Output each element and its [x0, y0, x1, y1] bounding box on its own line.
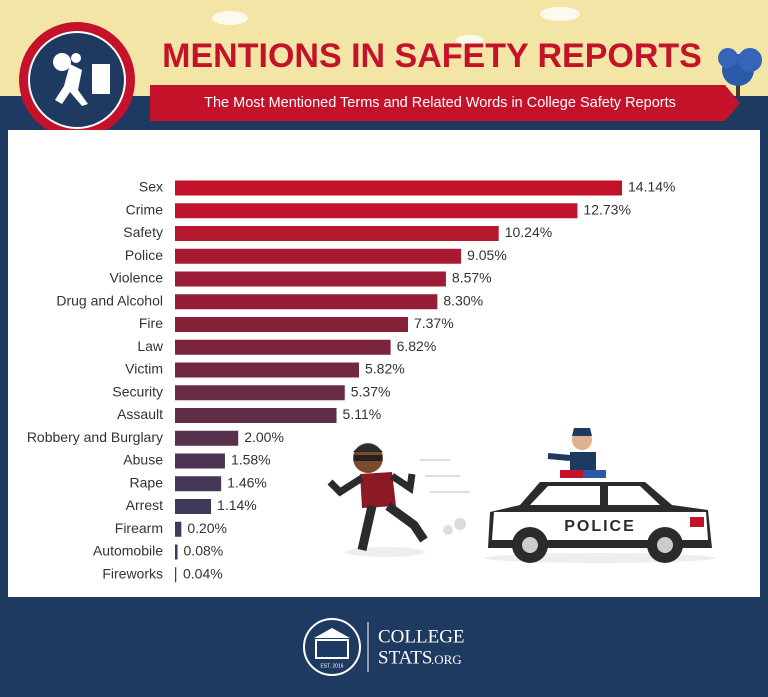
bar [175, 248, 462, 264]
value-label: 8.57% [452, 270, 492, 286]
value-label: 0.08% [184, 543, 224, 559]
bar [175, 453, 225, 469]
category-label: Victim [125, 361, 163, 377]
clouds [212, 7, 580, 45]
category-label: Sex [139, 179, 163, 195]
value-label: 1.46% [227, 474, 267, 490]
category-label: Violence [110, 270, 164, 286]
category-label: Robbery and Burglary [27, 429, 163, 445]
category-label: Fire [139, 315, 163, 331]
value-label: 10.24% [505, 224, 552, 240]
brand-bottom: STATS [378, 647, 432, 668]
bar [175, 408, 337, 423]
category-label: Law [137, 338, 164, 354]
bar-chart: Sex 14.14% Crime 12.73% Safety 10.24% Police 9.… [27, 179, 675, 583]
bar [175, 339, 391, 355]
bar [175, 521, 182, 537]
category-label: Crime [126, 201, 164, 217]
category-label: Fireworks [102, 565, 163, 581]
category-label: Rape [130, 474, 164, 490]
category-label: Police [125, 247, 163, 263]
badge-icon [53, 53, 110, 106]
bar [175, 430, 239, 446]
bar [175, 499, 212, 514]
bar [175, 203, 578, 219]
value-label: 14.14% [628, 179, 675, 195]
value-label: 6.82% [397, 338, 437, 354]
bar [175, 362, 359, 378]
footer-logo: EST. 2016 COLLEGE STATS .ORG [303, 618, 465, 676]
bar [175, 317, 408, 332]
bar [175, 180, 622, 196]
value-label: 5.82% [365, 361, 405, 377]
subtitle: The Most Mentioned Terms and Related Wor… [204, 95, 676, 111]
category-label: Assault [117, 406, 163, 422]
value-label: 2.00% [244, 429, 284, 445]
title: MENTIONS IN SAFETY REPORTS [162, 37, 702, 75]
bar [175, 271, 446, 287]
category-label: Security [112, 383, 163, 399]
brand-suffix: .ORG [431, 652, 462, 667]
category-label: Safety [123, 224, 163, 240]
value-label: 5.37% [351, 383, 391, 399]
brand-top: COLLEGE [378, 626, 465, 647]
police-car: POLICE [485, 428, 715, 563]
category-label: Firearm [115, 520, 163, 536]
category-label: Drug and Alcohol [56, 292, 163, 308]
value-label: 7.37% [414, 315, 454, 331]
value-label: 0.20% [187, 520, 227, 536]
trees [718, 48, 762, 96]
bar [175, 567, 177, 583]
value-label: 12.73% [583, 201, 630, 217]
car-label: POLICE [564, 518, 636, 535]
category-label: Arrest [126, 497, 163, 513]
bar [175, 226, 499, 241]
thief [327, 443, 470, 557]
value-label: 5.11% [343, 406, 382, 422]
bar [175, 544, 178, 560]
bar [175, 385, 345, 401]
value-label: 1.58% [231, 452, 271, 468]
bar [175, 476, 222, 492]
bar [175, 294, 438, 310]
value-label: 1.14% [217, 497, 257, 513]
category-label: Abuse [123, 452, 163, 468]
seal-text: EST. 2016 [320, 663, 343, 669]
value-label: 8.30% [443, 292, 483, 308]
value-label: 0.04% [183, 565, 223, 581]
value-label: 9.05% [467, 247, 507, 263]
category-label: Automobile [93, 543, 163, 559]
subtitle-ribbon [150, 85, 740, 121]
